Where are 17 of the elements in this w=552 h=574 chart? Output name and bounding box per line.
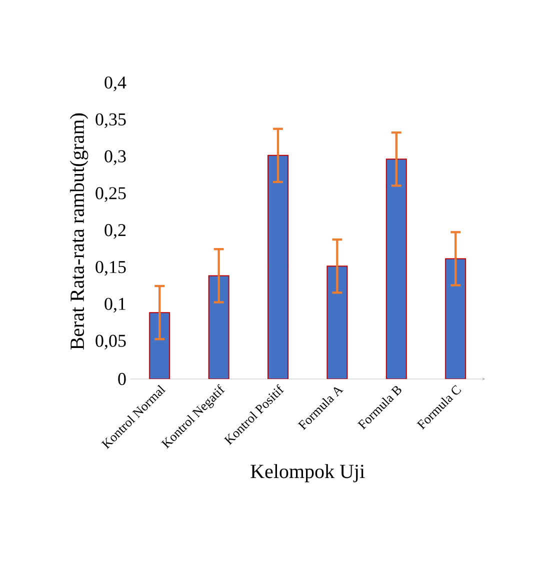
y-tick-label: 0,1 xyxy=(104,298,126,313)
y-tick-label: 0,3 xyxy=(104,150,126,165)
bar xyxy=(445,258,466,379)
y-tick-label: 0,35 xyxy=(96,113,126,128)
y-tick-label: 0,4 xyxy=(104,76,126,92)
bar xyxy=(267,154,288,379)
bar xyxy=(326,266,348,379)
y-tick-label: 0 xyxy=(118,372,126,386)
y-tick-label: 0,25 xyxy=(96,187,126,202)
x-axis-title: Kelompok Uji xyxy=(250,464,365,482)
y-axis-title: Berat Rata-rata rambut(gram) xyxy=(70,113,88,350)
y-tick-label: 0,2 xyxy=(104,224,126,239)
bar xyxy=(149,312,170,379)
bar xyxy=(386,158,407,379)
y-tick-label: 0,15 xyxy=(96,260,126,276)
y-tick-label: 0,05 xyxy=(96,334,126,350)
bar xyxy=(208,275,230,379)
